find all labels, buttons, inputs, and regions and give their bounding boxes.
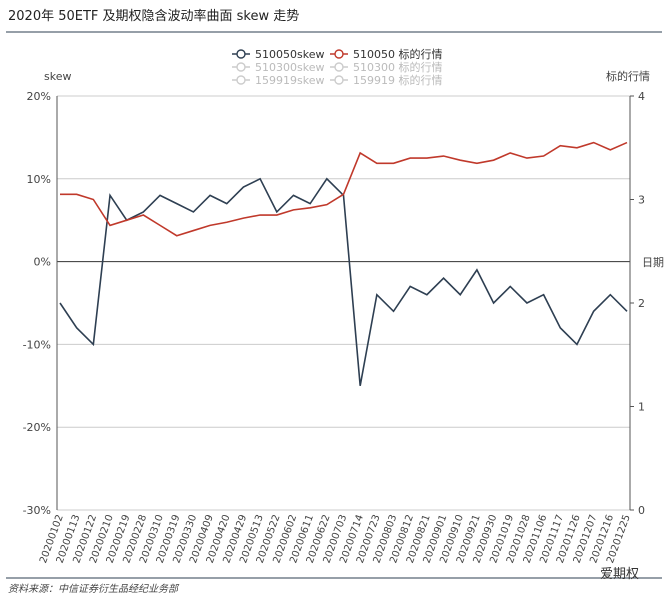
y-axis-label: skew	[44, 70, 71, 83]
legend-label: 510300skew	[255, 61, 324, 74]
y-tick-label: 10%	[27, 173, 51, 186]
legend-label: 159919 标的行情	[353, 73, 443, 87]
legend-marker	[236, 49, 246, 59]
watermark: 爱期权	[600, 566, 639, 582]
legend-label: 159919skew	[255, 74, 324, 87]
series-line	[60, 141, 628, 237]
legend-label: 510300 标的行情	[353, 60, 443, 74]
y2-tick-label: 4	[638, 90, 645, 103]
legend-marker	[334, 75, 344, 85]
chart-title: 2020年 50ETF 及期权隐含波动率曲面 skew 走势	[8, 8, 299, 24]
y-tick-label: -20%	[23, 421, 51, 434]
legend-marker	[334, 49, 344, 59]
y2-tick-label: 3	[638, 194, 645, 207]
x-axis-label: 日期	[642, 256, 664, 269]
y2-axis-label: 标的行情	[606, 69, 650, 83]
legend-marker	[236, 75, 246, 85]
y2-tick-label: 1	[638, 401, 645, 414]
y2-tick-label: 0	[638, 504, 645, 517]
y-tick-label: 20%	[27, 90, 51, 103]
y-tick-label: 0%	[34, 256, 51, 269]
legend-marker	[236, 62, 246, 72]
legend-label: 510050 标的行情	[353, 47, 443, 61]
source-note: 资料来源：中信证券衍生品经纪业务部	[8, 583, 180, 595]
legend-marker	[334, 62, 344, 72]
y-tick-label: -30%	[23, 504, 51, 517]
y-tick-label: -10%	[23, 338, 51, 351]
series-line	[59, 177, 628, 386]
y2-tick-label: 2	[638, 297, 645, 310]
legend-label: 510050skew	[255, 48, 324, 61]
